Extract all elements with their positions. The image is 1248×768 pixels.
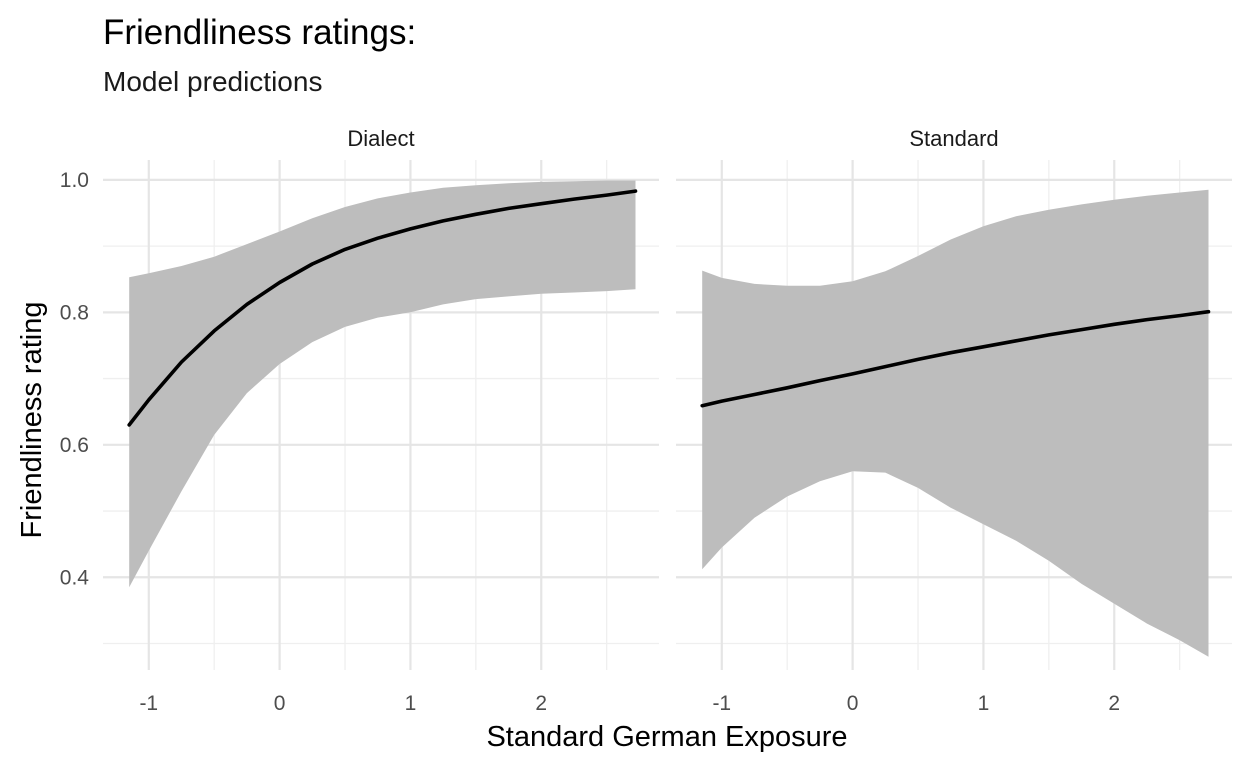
prediction-line [700, 309, 1211, 408]
panel-dialect: Dialect -1 0 1 2 [103, 126, 659, 715]
y-tick-label: 0.8 [60, 301, 89, 324]
y-axis-title: Friendliness rating [16, 302, 48, 539]
facet-strip-label: Standard [909, 126, 998, 151]
x-tick-label: -1 [712, 692, 731, 715]
prediction-line [127, 189, 638, 427]
x-tick-label: 1 [405, 692, 417, 715]
y-axis-ticks: 0.4 0.6 0.8 1.0 [60, 169, 90, 589]
y-tick-label: 0.4 [60, 566, 90, 589]
facet-strip-label: Dialect [347, 126, 414, 151]
chart-title: Friendliness ratings: [103, 13, 416, 52]
y-tick-label: 0.6 [60, 434, 89, 457]
confidence-ribbon [702, 189, 1209, 657]
x-tick-label: 2 [535, 692, 547, 715]
x-tick-label: 0 [274, 692, 286, 715]
chart-subtitle: Model predictions [103, 66, 322, 97]
x-tick-label: 0 [847, 692, 859, 715]
x-tick-label: 1 [978, 692, 990, 715]
x-tick-label: 2 [1108, 692, 1120, 715]
y-tick-label: 1.0 [60, 169, 89, 192]
confidence-ribbon [129, 180, 636, 588]
x-tick-label: -1 [139, 692, 158, 715]
chart-panels: Dialect -1 0 1 2 Standard -1 0 1 2 [103, 126, 1232, 715]
panel-standard: Standard -1 0 1 2 [676, 126, 1232, 715]
x-axis-title: Standard German Exposure [486, 721, 847, 753]
